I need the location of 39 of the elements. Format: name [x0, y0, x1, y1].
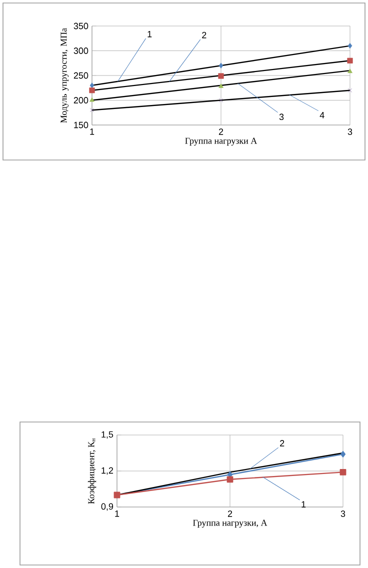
annotation: 4 — [320, 112, 324, 118]
y-axis-title: Коэффициент, К$_{н}$ — [88, 438, 96, 504]
x-tick-label: 2 — [228, 510, 232, 517]
y-tick-label: 250 — [74, 72, 88, 79]
point — [218, 84, 224, 88]
point — [348, 43, 352, 49]
point — [218, 98, 224, 102]
x-tick-label: 1 — [90, 128, 94, 135]
point — [347, 58, 353, 64]
y-tick-label: 350 — [74, 22, 88, 30]
annotation: 1 — [302, 501, 306, 508]
point — [218, 73, 224, 79]
x-tick-label: 3 — [348, 128, 352, 135]
annotation: 3 — [279, 114, 284, 120]
point — [90, 97, 94, 102]
y-tick-label: 1,5 — [102, 431, 114, 439]
x-axis-title: Группа нагрузки, А — [193, 520, 268, 528]
x-axis-title: Группа нагрузки А — [185, 138, 258, 146]
annotation: 2 — [202, 32, 206, 38]
point — [348, 88, 352, 92]
annotation: 2 — [280, 440, 284, 446]
point — [226, 476, 234, 483]
point — [340, 469, 346, 476]
y-tick-label: 200 — [74, 97, 88, 104]
y-tick-label: 0,9 — [101, 503, 114, 511]
y-tick-label: 300 — [74, 48, 88, 54]
point — [348, 68, 352, 74]
annotation: 1 — [148, 30, 152, 38]
x-tick-label: 1 — [115, 510, 120, 517]
x-tick-label: 2 — [218, 128, 224, 135]
x-tick-label: 3 — [340, 510, 346, 517]
y-tick-label: 150 — [74, 122, 88, 128]
y-tick-label: 1,2 — [102, 467, 114, 475]
point — [89, 88, 95, 94]
point — [218, 62, 224, 68]
y-axis-title: Модуль упругости, МПа — [60, 28, 69, 123]
point — [90, 82, 94, 88]
point — [340, 451, 346, 458]
point — [90, 108, 94, 112]
